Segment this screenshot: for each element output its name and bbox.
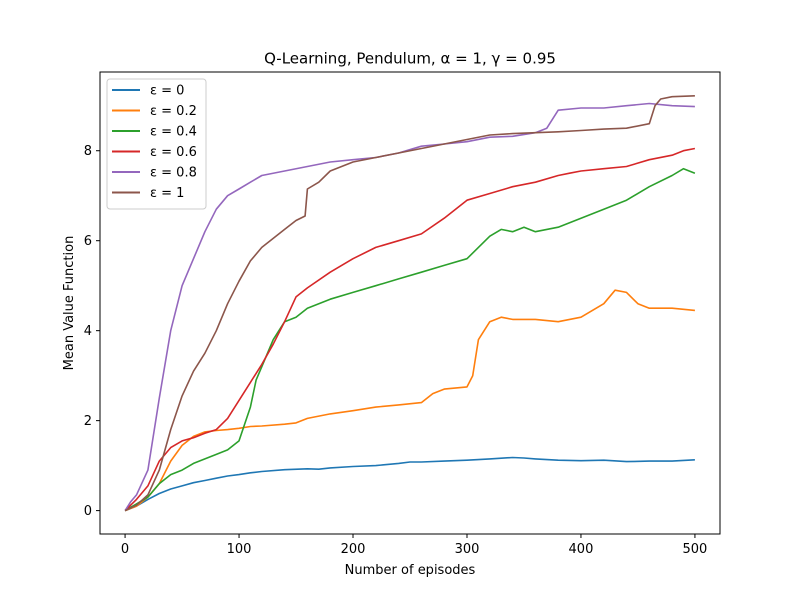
y-tick-label-2: 4 [84,324,92,339]
x-tick-label-1: 100 [227,542,252,557]
legend-label-3: ε = 0.6 [150,145,197,160]
x-tick-label-0: 0 [121,542,129,557]
legend-label-1: ε = 0.2 [150,104,197,119]
x-tick-label-2: 200 [341,542,366,557]
legend-label-4: ε = 0.8 [150,166,197,181]
legend-label-5: ε = 1 [150,186,184,201]
x-tick-label-3: 300 [455,542,480,557]
series-line-1 [124,289,695,512]
series-line-5 [124,95,695,512]
series-line-3 [124,147,696,512]
y-tick-label-4: 8 [84,144,92,159]
x-tick-label-5: 500 [683,542,708,557]
x-tick-label-4: 400 [569,542,594,557]
series-line-0 [124,456,695,512]
series-layer [124,95,696,512]
y-tick-label-3: 6 [84,234,92,249]
chart-title: Q-Learning, Pendulum, α = 1, γ = 0.95 [264,50,556,68]
ticks-layer: 0 100 200 300 400 500 0 2 4 6 8 [84,144,708,557]
series-line-2 [124,167,696,512]
y-axis-title: Mean Value Function [62,236,77,371]
plot-frame [99,71,721,535]
legend: ε = 0 ε = 0.2 ε = 0.4 ε = 0.6 ε = 0.8 ε = 1 [106,78,207,210]
x-axis-title: Number of episodes [345,563,476,578]
y-tick-label-1: 2 [84,414,92,429]
series-line-4 [124,102,695,512]
legend-label-0: ε = 0 [150,84,184,99]
legend-label-2: ε = 0.4 [150,125,197,140]
y-tick-label-0: 0 [84,504,92,519]
